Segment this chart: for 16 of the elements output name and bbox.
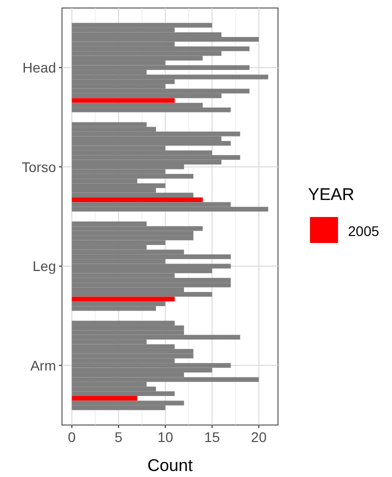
x-tick-label: 5 — [114, 429, 123, 445]
legend-title: YEAR — [308, 185, 354, 204]
y-tick-label: Torso — [22, 158, 56, 175]
bar — [72, 197, 203, 202]
bar — [72, 296, 175, 302]
y-tick-label: Head — [22, 60, 56, 76]
legend-label: 2005 — [348, 223, 380, 239]
bar — [72, 98, 175, 103]
x-tick-label: 0 — [68, 429, 76, 445]
x-tick-label: 15 — [204, 429, 220, 445]
x-tick-label: 10 — [158, 429, 174, 445]
x-axis-title: Count — [147, 456, 193, 475]
bar — [72, 396, 138, 401]
x-tick-label: 20 — [251, 429, 267, 445]
y-tick-label: Arm — [30, 357, 56, 374]
y-tick-label: Leg — [32, 258, 56, 274]
